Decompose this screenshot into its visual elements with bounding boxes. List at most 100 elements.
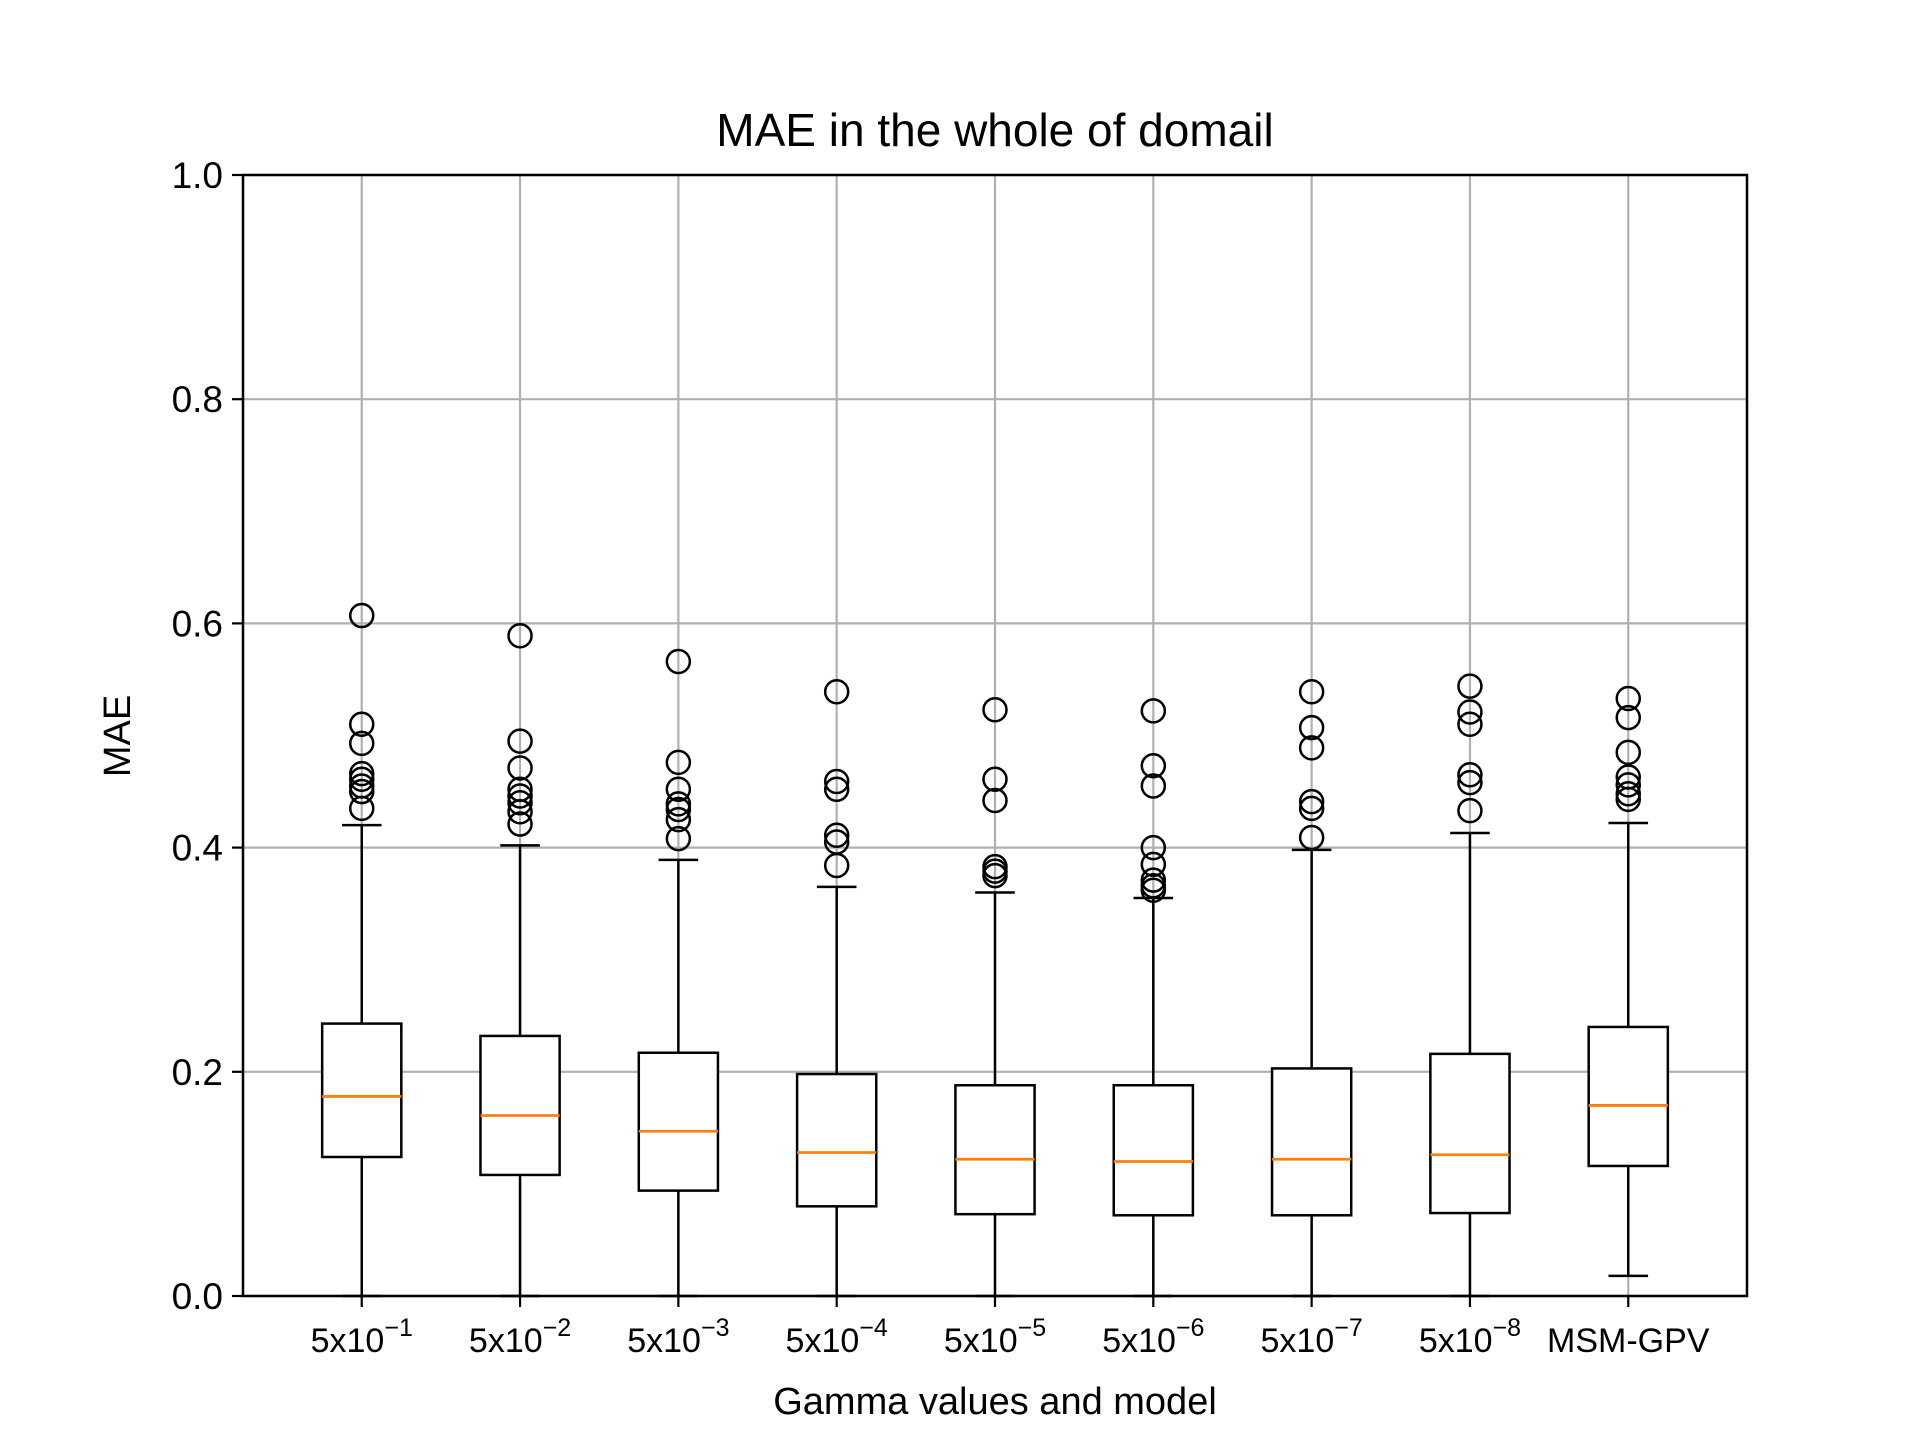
x-tick-label-exponent: −3 xyxy=(701,1314,730,1342)
outlier-point xyxy=(1615,781,1642,807)
y-tick-label: 0.6 xyxy=(172,603,223,644)
iqr-box xyxy=(1270,1067,1353,1217)
box-group xyxy=(795,679,878,1298)
outlier-point xyxy=(823,679,850,705)
outlier-point xyxy=(1298,735,1325,761)
outlier-point xyxy=(348,766,375,792)
y-axis-label: MAE xyxy=(97,695,139,777)
box-group xyxy=(637,648,720,1298)
outlier-point xyxy=(1140,753,1167,779)
outlier-point xyxy=(1615,772,1642,798)
x-tick-label-base: 5x10 xyxy=(1102,1322,1176,1360)
outlier-point xyxy=(348,730,375,757)
outlier-point xyxy=(982,787,1008,814)
outlier-point xyxy=(1298,795,1325,822)
y-tick-label: 0.2 xyxy=(172,1052,223,1093)
boxes xyxy=(320,602,1670,1298)
outlier-point xyxy=(1615,704,1642,731)
y-tick-label: 0.4 xyxy=(172,828,223,869)
x-tick-label-base: 5x10 xyxy=(786,1322,860,1360)
outlier-point xyxy=(1298,824,1325,851)
box-group xyxy=(954,696,1036,1298)
x-tick-label-base: 5x10 xyxy=(1419,1322,1493,1360)
box-group xyxy=(320,602,403,1298)
x-tick-label-exponent: −6 xyxy=(1176,1314,1205,1342)
x-tick-label: 5x10−5 xyxy=(944,1314,1046,1360)
outlier-point xyxy=(507,622,533,649)
outlier-point xyxy=(665,791,692,817)
x-axis-ticks: 5x10−1 5x10−2 5x10−3 5x10−4 5x10−5 5x10−6 5x10… xyxy=(311,1296,1710,1360)
outlier-point xyxy=(1457,711,1483,738)
x-tick-label-base: 5x10 xyxy=(469,1322,543,1360)
box-group xyxy=(1587,685,1670,1278)
x-tick-label-exponent: −8 xyxy=(1493,1314,1522,1342)
y-tick-label: 0.8 xyxy=(172,379,223,420)
x-tick-label-base: 5x10 xyxy=(627,1322,701,1360)
iqr-box xyxy=(954,1084,1036,1216)
x-tick-label: 5x10−3 xyxy=(627,1314,729,1360)
outlier-point xyxy=(665,806,692,833)
outlier-point xyxy=(507,783,533,809)
outlier-point xyxy=(1140,877,1167,903)
y-tick-label: 1.0 xyxy=(172,155,223,196)
outlier-point xyxy=(823,776,850,803)
outlier-point xyxy=(348,602,375,629)
outlier-point xyxy=(665,825,692,852)
outlier-point xyxy=(982,766,1008,792)
outlier-point xyxy=(982,862,1008,889)
outlier-point xyxy=(823,852,850,879)
outlier-point xyxy=(1298,788,1325,815)
outlier-point xyxy=(348,795,375,822)
outlier-point xyxy=(507,798,533,825)
x-tick-label: 5x10−4 xyxy=(786,1314,888,1360)
outlier-point xyxy=(665,776,692,803)
x-tick-label-exponent: −5 xyxy=(1018,1314,1047,1342)
outlier-point xyxy=(348,778,375,805)
outlier-point xyxy=(1140,698,1167,724)
iqr-box xyxy=(320,1022,403,1159)
outlier-point xyxy=(1457,769,1483,796)
x-tick-label-base: 5x10 xyxy=(311,1322,385,1360)
outlier-point xyxy=(507,790,533,816)
outlier-point xyxy=(507,728,533,754)
outlier-point xyxy=(1298,679,1325,705)
x-tick-label: MSM-GPV xyxy=(1547,1322,1710,1360)
iqr-box xyxy=(479,1034,561,1177)
iqr-box xyxy=(1587,1025,1670,1168)
x-tick-label-base: 5x10 xyxy=(944,1322,1018,1360)
outlier-point xyxy=(348,711,375,738)
x-tick-label: 5x10−1 xyxy=(311,1314,413,1360)
x-tick-label-exponent: −4 xyxy=(859,1314,888,1342)
box-group xyxy=(1270,679,1353,1298)
iqr-box xyxy=(795,1072,878,1208)
outlier-point xyxy=(665,648,692,675)
outlier-point xyxy=(823,822,850,849)
y-tick-label: 0.0 xyxy=(172,1276,223,1317)
outlier-point xyxy=(665,796,692,823)
outlier-point xyxy=(1457,673,1483,699)
x-tick-label: 5x10−2 xyxy=(469,1314,571,1360)
outlier-point xyxy=(1140,851,1167,878)
outlier-point xyxy=(507,755,533,781)
box-group xyxy=(1112,698,1195,1298)
outlier-point xyxy=(1615,739,1642,766)
outlier-point xyxy=(982,696,1008,723)
outlier-point xyxy=(1140,773,1167,799)
outlier-point xyxy=(1457,797,1483,824)
outlier-point xyxy=(348,760,375,787)
iqr-box xyxy=(1112,1084,1195,1217)
x-tick-label: 5x10−7 xyxy=(1261,1314,1363,1360)
x-tick-label-base: MSM-GPV xyxy=(1547,1322,1710,1360)
outlier-point xyxy=(1615,685,1642,712)
x-tick-label: 5x10−6 xyxy=(1102,1314,1204,1360)
outlier-point xyxy=(823,768,850,795)
x-tick-label-exponent: −7 xyxy=(1334,1314,1363,1342)
iqr-box xyxy=(1429,1052,1511,1215)
outlier-point xyxy=(1615,786,1642,813)
chart-title: MAE in the whole of domail xyxy=(716,104,1273,156)
x-tick-label-exponent: −2 xyxy=(543,1314,572,1342)
outlier-point xyxy=(507,811,533,837)
